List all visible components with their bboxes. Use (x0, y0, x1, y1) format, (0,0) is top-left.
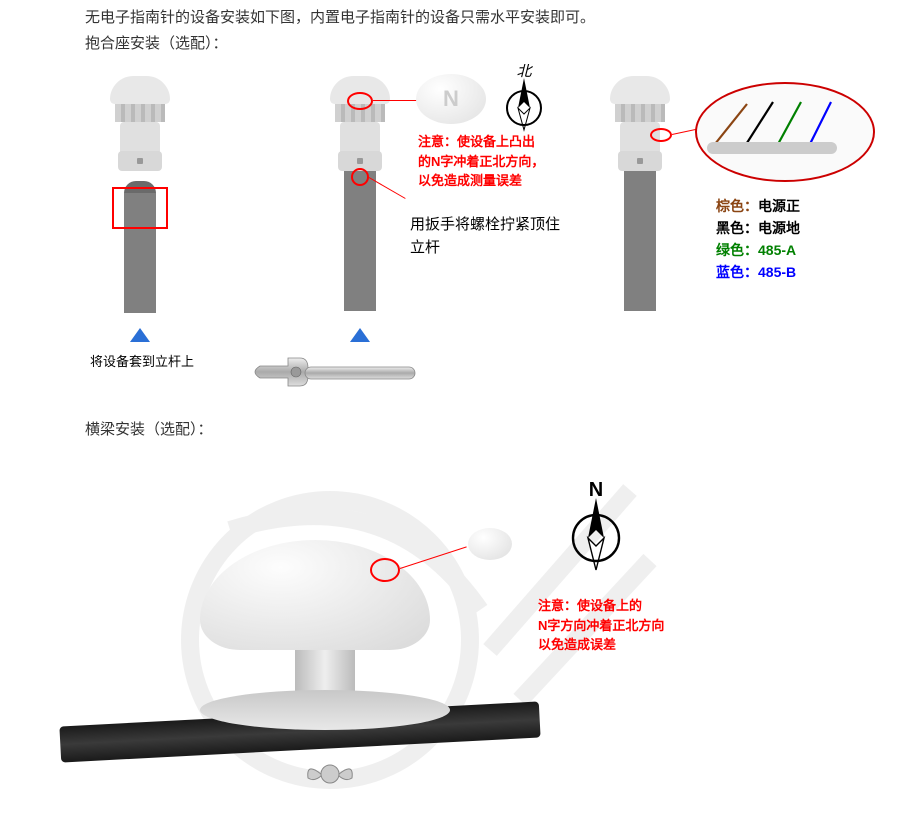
intro-line-1: 无电子指南针的设备安装如下图，内置电子指南针的设备只需水平安装即可。 (85, 6, 595, 30)
wire-black-icon (745, 102, 773, 146)
wire-label-brown: 棕色：电源正 (716, 196, 800, 216)
beam-section-title: 横梁安装（选配）： (85, 418, 213, 439)
beam-n-bubble (468, 528, 512, 560)
beam-n-circle (370, 558, 400, 582)
step2-triangle (350, 328, 370, 342)
n-mark-bubble: N (416, 74, 486, 124)
beam-compass-icon: N (566, 480, 626, 576)
step2-leader-line (373, 100, 417, 101)
wire-brown-icon (715, 104, 747, 144)
wrench-icon (250, 348, 420, 401)
wing-nut-icon (300, 754, 360, 794)
wire-label-black: 黑色：电源地 (716, 218, 800, 238)
intro-line-2: 抱合座安装（选配）： (85, 32, 228, 56)
compass-label: 北 (516, 64, 533, 80)
north-compass-icon: 北 (502, 64, 546, 134)
step2-instruction: 用扳手将螺栓拧紧顶住立杆 (410, 214, 560, 259)
beam-mounted-sensor (200, 540, 450, 730)
step1-triangle (130, 328, 150, 342)
step2-warning: 注意：使设备上凸出的N字冲着正北方向，以免造成测量误差 (418, 132, 548, 191)
step3-wire-circle (650, 128, 672, 142)
wire-label-green: 绿色：485-A (716, 240, 796, 260)
step2-n-circle (347, 92, 373, 110)
step3-sensor (610, 76, 670, 311)
wire-green-icon (777, 102, 801, 146)
svg-text:N: N (589, 480, 603, 501)
wire-label-blue: 蓝色：485-B (716, 262, 796, 282)
step2-bolt-circle (351, 168, 369, 186)
wire-blue-icon (809, 102, 831, 146)
beam-warning: 注意：使设备上的 N字方向冲着正北方向 以免造成误差 (538, 596, 708, 655)
n-mark-text: N (443, 86, 459, 112)
step1-highlight-rect (112, 187, 168, 229)
step1-caption: 将设备套到立杆上 (90, 352, 194, 372)
warning-title: 注意： (418, 134, 457, 149)
wire-diagram (695, 82, 875, 182)
step2-sensor (330, 76, 390, 311)
